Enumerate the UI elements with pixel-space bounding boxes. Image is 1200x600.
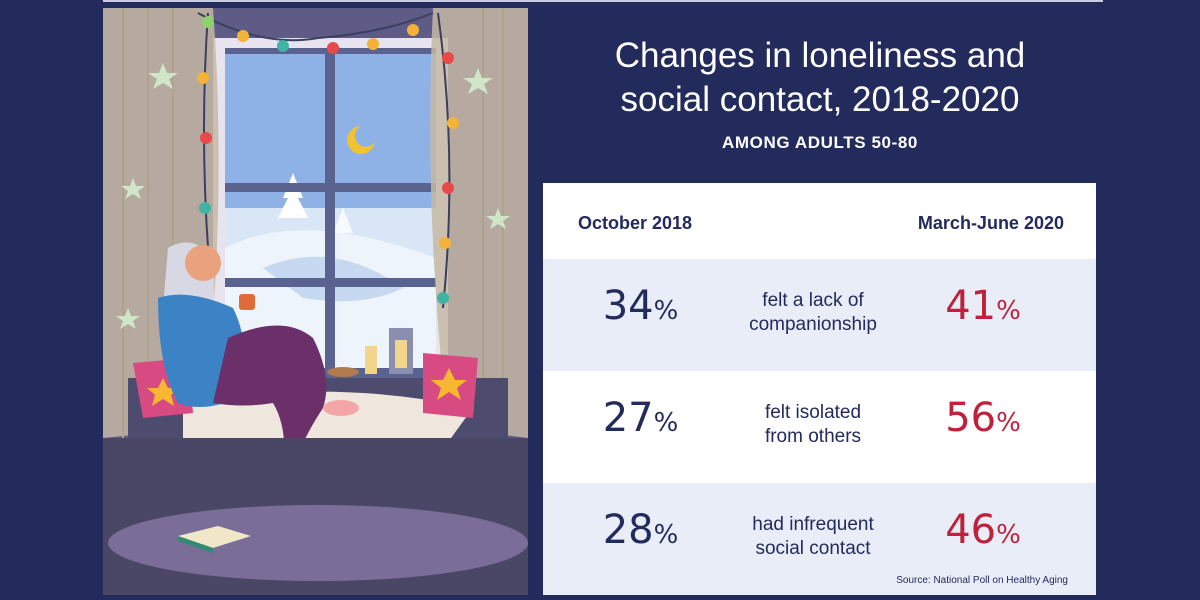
value-2018-number: 28 [602, 507, 654, 553]
column-header-2018: October 2018 [578, 213, 693, 233]
value-2020: 56% [913, 395, 1053, 441]
chart-subtitle: AMONG ADULTS 50-80 [722, 133, 918, 152]
value-2018: 28% [573, 507, 708, 553]
value-2020-number: 41 [945, 283, 997, 329]
metric-label-line-2: from others [764, 426, 862, 447]
percent-sign: % [653, 408, 679, 438]
value-2020: 41% [913, 283, 1053, 329]
metric-label-line-2: companionship [749, 314, 877, 335]
metric-label-line-1: felt isolated [764, 402, 862, 423]
metric-label: felt a lack of companionship [723, 289, 903, 337]
metric-label-line-1: had infrequent [752, 514, 874, 535]
illustration-svg [103, 8, 528, 595]
percent-sign: % [996, 408, 1021, 438]
percent-sign: % [996, 296, 1021, 326]
table-row: 28% had infrequent social contact 46% So… [543, 483, 1096, 595]
value-2018-number: 27 [602, 395, 654, 441]
column-header-2020: March-June 2020 [917, 213, 1064, 233]
percent-sign: % [653, 520, 679, 550]
metric-label: felt isolated from others [723, 401, 903, 449]
metric-label: had infrequent social contact [723, 513, 903, 561]
table-header: October 2018 March-June 2020 [543, 183, 1096, 259]
source-note: Source: National Poll on Healthy Aging [896, 575, 1068, 586]
data-table-card: October 2018 March-June 2020 34% felt a … [543, 183, 1096, 595]
metric-label-line-2: social contact [755, 538, 871, 559]
top-rule [103, 0, 1103, 2]
value-2020-number: 56 [945, 395, 997, 441]
value-2020: 46% [913, 507, 1053, 553]
percent-sign: % [653, 296, 679, 326]
percent-sign: % [996, 520, 1021, 550]
chart-title: Changes in loneliness and social contact… [540, 34, 1100, 122]
value-2018: 34% [573, 283, 708, 329]
table-row: 34% felt a lack of companionship 41% [543, 259, 1096, 371]
title-line-2: social contact, 2018-2020 [620, 80, 1020, 119]
table-row: 27% felt isolated from others 56% [543, 371, 1096, 483]
value-2020-number: 46 [945, 507, 997, 553]
metric-label-line-1: felt a lack of [762, 290, 864, 311]
value-2018: 27% [573, 395, 708, 441]
window-illustration [103, 8, 528, 595]
value-2018-number: 34 [602, 283, 654, 329]
title-line-1: Changes in loneliness and [614, 36, 1026, 75]
